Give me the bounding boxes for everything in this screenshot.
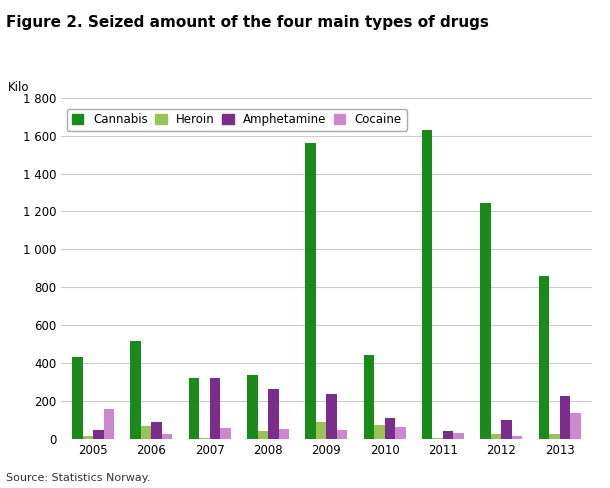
Bar [247,375,257,439]
Bar [539,276,549,439]
Bar [559,396,570,439]
Bar [306,143,316,439]
Bar [453,432,464,439]
Bar [337,430,347,439]
Bar [268,389,279,439]
Bar [395,427,406,439]
Bar [549,433,559,439]
Bar [72,357,82,439]
Bar [188,378,199,439]
Bar [326,394,337,439]
Bar [491,433,501,439]
Bar [374,425,385,439]
Bar [443,431,453,439]
Bar [151,422,162,439]
Bar [162,433,173,439]
Bar [364,355,374,439]
Bar [82,436,93,439]
Bar [141,426,151,439]
Bar [104,409,114,439]
Bar [432,438,443,439]
Text: Source: Statistics Norway.: Source: Statistics Norway. [6,473,151,483]
Bar [93,430,104,439]
Bar [422,130,432,439]
Bar [210,379,220,439]
Bar [220,428,231,439]
Bar [480,203,491,439]
Text: Figure 2. Seized amount of the four main types of drugs: Figure 2. Seized amount of the four main… [6,15,489,30]
Bar [257,431,268,439]
Bar [570,413,581,439]
Text: Kilo: Kilo [8,81,29,94]
Bar [385,418,395,439]
Bar [131,342,141,439]
Bar [199,438,210,439]
Bar [279,429,289,439]
Legend: Cannabis, Heroin, Amphetamine, Cocaine: Cannabis, Heroin, Amphetamine, Cocaine [67,109,407,131]
Bar [501,420,512,439]
Bar [512,436,522,439]
Bar [316,422,326,439]
